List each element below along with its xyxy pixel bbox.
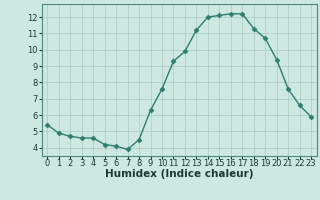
X-axis label: Humidex (Indice chaleur): Humidex (Indice chaleur) [105,169,253,179]
